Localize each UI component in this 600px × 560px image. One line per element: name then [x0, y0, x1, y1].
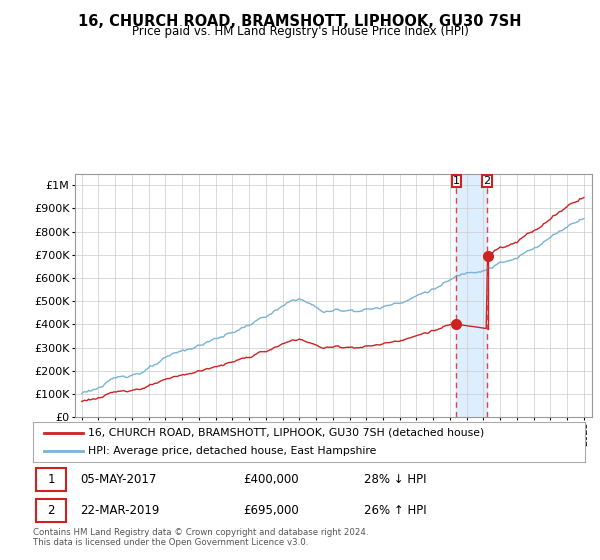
Text: 26% ↑ HPI: 26% ↑ HPI — [364, 504, 427, 517]
Text: £695,000: £695,000 — [243, 504, 299, 517]
Text: 1: 1 — [452, 176, 460, 186]
Text: 2: 2 — [484, 176, 491, 186]
Text: Price paid vs. HM Land Registry's House Price Index (HPI): Price paid vs. HM Land Registry's House … — [131, 25, 469, 38]
Text: £400,000: £400,000 — [243, 473, 298, 486]
Text: Contains HM Land Registry data © Crown copyright and database right 2024.
This d: Contains HM Land Registry data © Crown c… — [33, 528, 368, 547]
Text: HPI: Average price, detached house, East Hampshire: HPI: Average price, detached house, East… — [88, 446, 377, 456]
Text: 05-MAY-2017: 05-MAY-2017 — [80, 473, 156, 486]
Text: 1: 1 — [47, 473, 55, 486]
Text: 16, CHURCH ROAD, BRAMSHOTT, LIPHOOK, GU30 7SH (detached house): 16, CHURCH ROAD, BRAMSHOTT, LIPHOOK, GU3… — [88, 428, 484, 438]
Text: 22-MAR-2019: 22-MAR-2019 — [80, 504, 159, 517]
FancyBboxPatch shape — [452, 175, 461, 187]
Text: 16, CHURCH ROAD, BRAMSHOTT, LIPHOOK, GU30 7SH: 16, CHURCH ROAD, BRAMSHOTT, LIPHOOK, GU3… — [78, 14, 522, 29]
Bar — [456, 174, 487, 417]
FancyBboxPatch shape — [36, 468, 66, 491]
Text: 2: 2 — [47, 504, 55, 517]
Text: 28% ↓ HPI: 28% ↓ HPI — [364, 473, 427, 486]
FancyBboxPatch shape — [36, 500, 66, 522]
FancyBboxPatch shape — [482, 175, 491, 187]
